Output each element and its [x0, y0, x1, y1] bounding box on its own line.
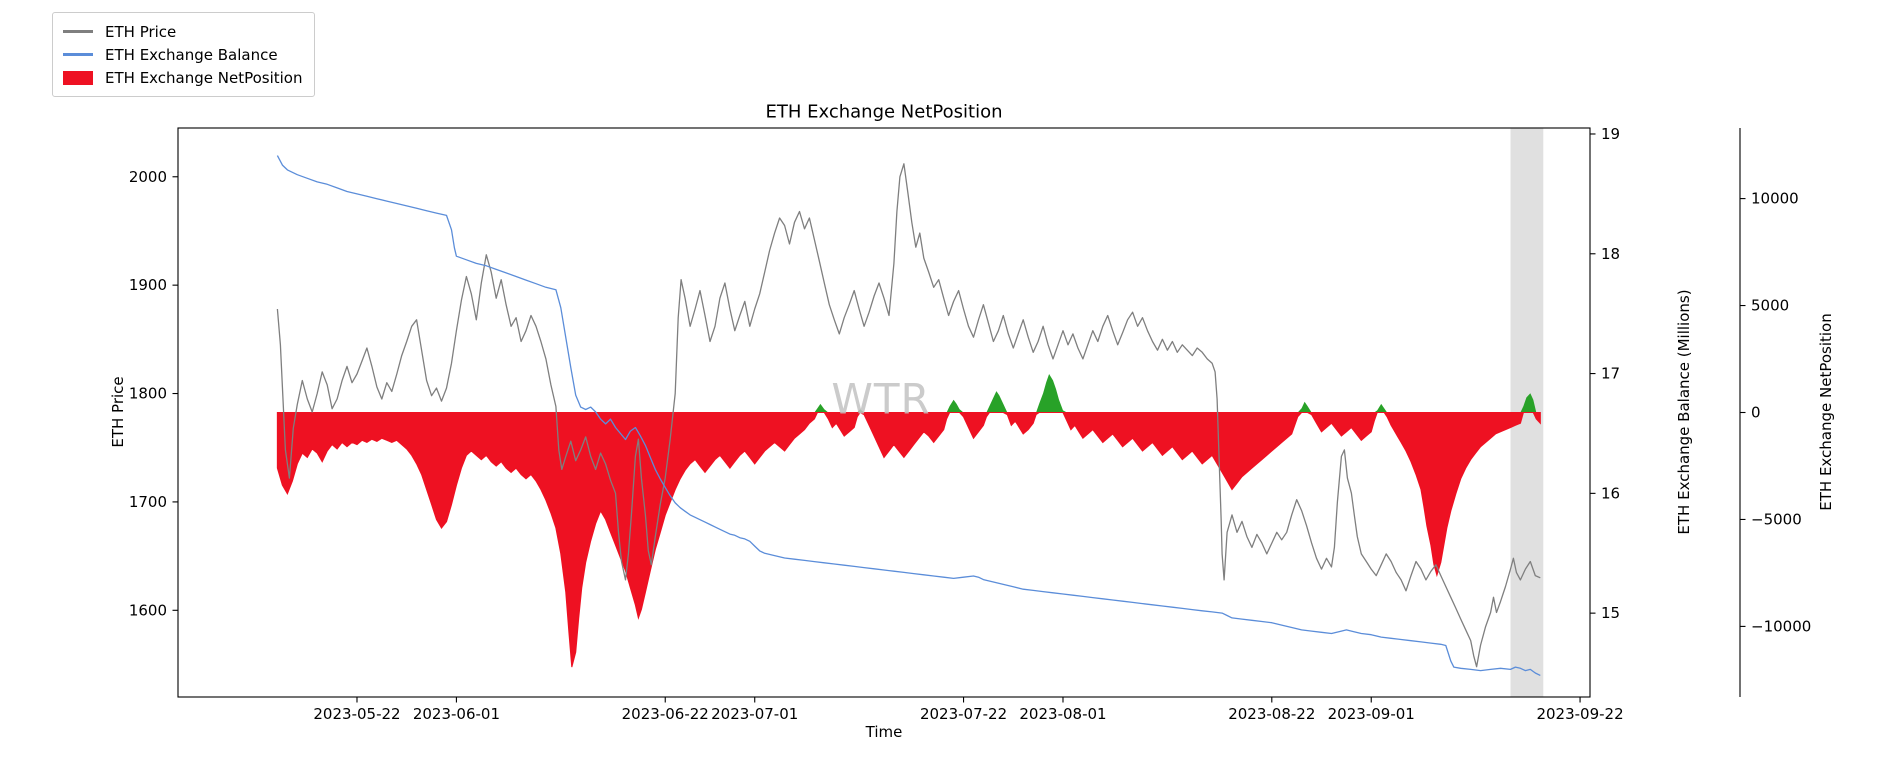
- balance-tick-label: 17: [1601, 365, 1620, 383]
- x-tick-label: 2023-08-22: [1228, 705, 1315, 723]
- legend-label: ETH Price: [105, 22, 177, 41]
- eth-price-line-swatch: [63, 30, 93, 33]
- price-tick-label: 1600: [129, 601, 167, 619]
- x-tick-label: 2023-08-01: [1019, 705, 1106, 723]
- chart-title: ETH Exchange NetPosition: [765, 101, 1003, 123]
- balance-tick-label: 18: [1601, 245, 1620, 263]
- y-axis-label-balance: ETH Exchange Balance (Millions): [1675, 289, 1693, 535]
- watermark: WTR: [831, 374, 931, 424]
- netposition-tick-label: −5000: [1751, 510, 1802, 528]
- legend-item: ETH Exchange NetPosition: [63, 66, 302, 89]
- x-tick-label: 2023-06-22: [622, 705, 709, 723]
- netposition-negative-area: [276, 411, 1541, 668]
- netposition-tick-label: 5000: [1751, 297, 1789, 315]
- x-tick-label: 2023-09-22: [1536, 705, 1623, 723]
- x-tick-label: 2023-06-01: [413, 705, 500, 723]
- eth-exchange-balance-line-swatch: [63, 53, 93, 56]
- legend-item: ETH Price: [63, 20, 302, 43]
- balance-tick-label: 15: [1601, 604, 1620, 622]
- y-axis-label-price: ETH Price: [109, 376, 127, 448]
- x-tick-label: 2023-07-01: [711, 705, 798, 723]
- x-tick-label: 2023-07-22: [920, 705, 1007, 723]
- legend-label: ETH Exchange Balance: [105, 45, 278, 64]
- eth-exchange-netposition-patch-swatch: [63, 70, 93, 85]
- x-tick-label: 2023-05-22: [313, 705, 400, 723]
- y-axis-label-netposition: ETH Exchange NetPosition: [1817, 313, 1835, 511]
- price-tick-label: 1800: [129, 385, 167, 403]
- price-tick-label: 1700: [129, 493, 167, 511]
- plot-border: [177, 127, 1591, 698]
- price-tick-label: 2000: [129, 168, 167, 186]
- eth-price-line: [276, 163, 1541, 668]
- legend-item: ETH Exchange Balance: [63, 43, 302, 66]
- legend: ETH Price ETH Exchange Balance ETH Excha…: [52, 12, 316, 97]
- price-tick-label: 1900: [129, 276, 167, 294]
- x-axis-label: Time: [865, 723, 903, 741]
- netposition-tick-label: −10000: [1751, 617, 1811, 635]
- netposition-tick-label: 10000: [1751, 190, 1799, 208]
- x-tick-label: 2023-09-01: [1328, 705, 1415, 723]
- balance-tick-label: 16: [1601, 484, 1620, 502]
- legend-label: ETH Exchange NetPosition: [105, 68, 303, 87]
- netposition-tick-label: 0: [1751, 404, 1761, 422]
- eth-exchange-balance-line: [276, 155, 1541, 676]
- balance-tick-label: 19: [1601, 125, 1620, 143]
